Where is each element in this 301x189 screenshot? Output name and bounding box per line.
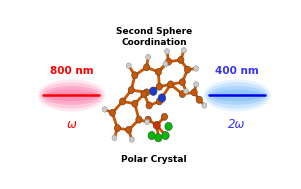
Ellipse shape: [208, 86, 266, 105]
Text: Polar Crystal: Polar Crystal: [121, 155, 187, 164]
Ellipse shape: [211, 90, 263, 101]
Text: Second Sphere
Coordination: Second Sphere Coordination: [116, 27, 192, 47]
Ellipse shape: [206, 82, 268, 108]
Ellipse shape: [38, 79, 105, 112]
Text: 400 nm: 400 nm: [215, 66, 259, 76]
Ellipse shape: [40, 82, 103, 108]
Text: 2ω: 2ω: [228, 118, 246, 131]
Text: ω: ω: [67, 118, 76, 131]
Ellipse shape: [203, 79, 271, 112]
Text: 800 nm: 800 nm: [50, 66, 93, 76]
Ellipse shape: [46, 90, 97, 101]
Ellipse shape: [42, 86, 101, 105]
